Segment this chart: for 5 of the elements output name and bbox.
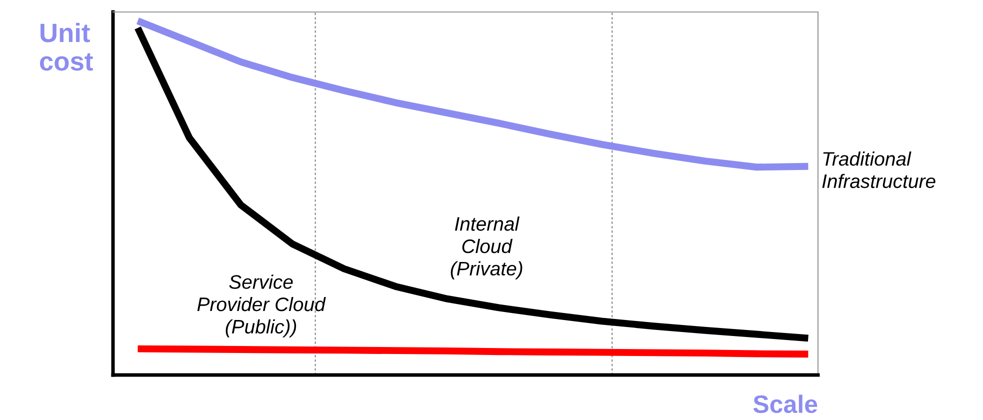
series-label: Service Provider Cloud (Public))	[197, 274, 326, 338]
y-axis-title: Unit cost	[40, 22, 93, 71]
x-axis-title: Scale	[753, 394, 818, 414]
series-label: Traditional Infrastructure	[822, 151, 936, 188]
series-label: Internal Cloud (Private)	[450, 216, 522, 280]
